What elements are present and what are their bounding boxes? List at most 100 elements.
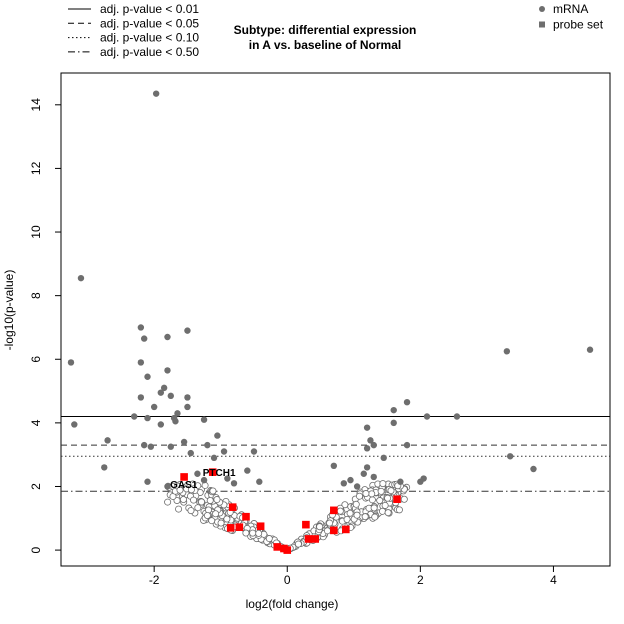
significant-point	[71, 421, 78, 428]
significant-point	[164, 483, 171, 490]
significant-point	[367, 437, 374, 444]
probe-set-point	[304, 535, 313, 543]
open-point	[217, 519, 225, 527]
open-point	[265, 535, 273, 543]
significant-point	[137, 324, 145, 331]
significant-point	[370, 473, 377, 481]
y-axis: 0 2 4 6 8 10 12 14	[29, 98, 61, 553]
y-tick-label: 10	[29, 225, 43, 239]
open-point	[378, 507, 386, 515]
probe-set-point	[311, 535, 320, 543]
legend-label: probe set	[553, 18, 604, 32]
open-point	[336, 507, 344, 515]
open-point	[242, 529, 250, 537]
open-point	[326, 519, 334, 527]
open-point	[164, 498, 172, 506]
x-axis: -2 0 2 4	[149, 566, 557, 587]
y-tick-label: 4	[29, 419, 43, 426]
significant-point	[214, 432, 221, 439]
open-point	[371, 513, 379, 521]
open-point	[212, 510, 220, 518]
probe-set-point	[393, 495, 401, 504]
significant-point	[180, 438, 188, 446]
significant-point	[403, 398, 411, 406]
y-tick-label: 2	[29, 483, 43, 490]
open-point	[206, 496, 214, 504]
significant-point	[184, 327, 191, 334]
significant-point	[397, 478, 404, 485]
significant-point	[330, 462, 338, 470]
significant-point	[167, 392, 174, 400]
chart-title-line-1: Subtype: differential expression	[234, 23, 417, 37]
significant-point	[380, 454, 387, 462]
open-point	[346, 509, 354, 517]
significant-point	[403, 441, 411, 449]
probe-set-point	[180, 473, 188, 481]
open-point	[352, 500, 360, 508]
significant-point	[160, 384, 168, 392]
significant-point	[174, 410, 181, 417]
significant-point	[390, 406, 397, 414]
legend-label: adj. p-value < 0.01	[100, 2, 199, 16]
open-point	[179, 496, 187, 504]
significant-point	[363, 424, 371, 431]
open-point	[213, 496, 221, 504]
significant-point	[256, 478, 263, 485]
legend-label: adj. p-value < 0.05	[100, 16, 199, 30]
open-point	[377, 487, 385, 495]
open-point	[368, 490, 376, 498]
significant-point	[144, 478, 151, 485]
significant-point	[390, 419, 397, 427]
gene-label: PTCH1	[203, 468, 236, 479]
significant-point	[210, 454, 218, 462]
significant-point	[164, 333, 171, 341]
probe-set-point	[302, 520, 310, 529]
x-tick-label: 4	[550, 573, 557, 587]
probe-set-point	[283, 546, 292, 554]
significant-point	[230, 480, 238, 487]
x-tick-label: 2	[417, 573, 424, 587]
x-tick-label: 0	[284, 573, 291, 587]
point-legend: mRNA probe set	[539, 2, 604, 32]
open-point	[368, 496, 376, 504]
open-point	[176, 486, 184, 494]
probe-set-point	[235, 523, 244, 531]
open-point	[187, 486, 195, 494]
open-point	[294, 540, 302, 548]
significant-point	[184, 403, 191, 411]
significant-point	[194, 470, 201, 477]
open-point	[343, 515, 351, 523]
legend-probe-set-marker	[539, 21, 545, 28]
open-point	[175, 505, 183, 513]
open-point	[203, 511, 211, 519]
threshold-lines	[61, 416, 610, 492]
open-point	[362, 490, 370, 498]
probe-set-point	[228, 503, 237, 511]
open-point	[223, 515, 231, 523]
y-tick-label: 6	[29, 356, 43, 363]
significant-point	[152, 90, 160, 97]
legend-mrna-marker	[539, 6, 545, 12]
significant-point	[101, 464, 108, 471]
open-point	[316, 523, 324, 531]
significant-point	[353, 483, 361, 490]
significant-point	[530, 465, 537, 473]
significant-point	[423, 413, 431, 420]
significant-point	[140, 335, 148, 342]
open-point	[208, 517, 216, 525]
plot-frame	[60, 72, 611, 567]
significant-point	[144, 373, 151, 380]
y-tick-label: 12	[29, 161, 43, 175]
y-tick-label: 8	[29, 292, 43, 299]
significant-point	[184, 394, 191, 401]
legend-label: mRNA	[553, 2, 588, 16]
significant-point	[137, 394, 145, 401]
open-point	[361, 513, 369, 521]
significant-point	[250, 448, 258, 455]
open-point	[395, 506, 403, 514]
y-axis-title: -log10(p-value)	[2, 270, 16, 351]
filled-points	[67, 90, 594, 490]
significant-point	[224, 475, 231, 482]
